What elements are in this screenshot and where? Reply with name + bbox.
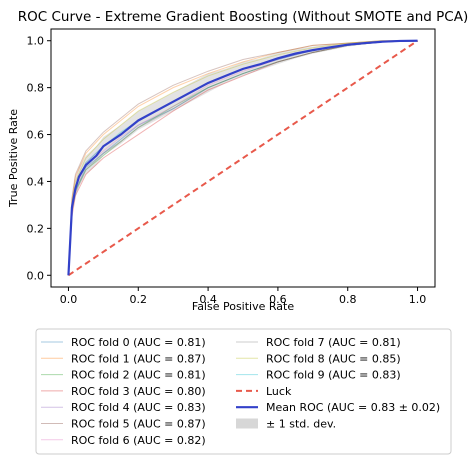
legend-label: ROC fold 8 (AUC = 0.85) (266, 352, 401, 365)
y-tick-label: 1.0 (27, 35, 45, 48)
legend-label: Luck (266, 385, 292, 398)
legend-item-roc-fold-9-auc-0-83: ROC fold 9 (AUC = 0.83) (236, 369, 401, 382)
legend-label: ROC fold 7 (AUC = 0.81) (266, 336, 401, 349)
x-tick-label: 0.2 (130, 293, 148, 306)
legend-label: ROC fold 6 (AUC = 0.82) (71, 434, 206, 447)
legend-label: ± 1 std. dev. (266, 418, 336, 431)
mean-roc-line (67, 39, 418, 276)
legend-label: ROC fold 4 (AUC = 0.83) (71, 401, 206, 414)
x-axis: 0.0 0.2 0.4 0.6 0.8 1.0 (60, 287, 427, 306)
legend-item-roc-fold-4-auc-0-83: ROC fold 4 (AUC = 0.83) (41, 401, 206, 414)
legend-item-1-std-dev: ± 1 std. dev. (236, 418, 336, 431)
legend-label: ROC fold 5 (AUC = 0.87) (71, 418, 206, 431)
legend-item-roc-fold-1-auc-0-87: ROC fold 1 (AUC = 0.87) (41, 352, 206, 365)
y-axis-label: True Positive Rate (7, 109, 20, 208)
luck-line (67, 39, 419, 277)
x-tick-label: 0.4 (199, 293, 217, 306)
y-tick-label: 0.4 (27, 175, 45, 188)
roc-fold-3-line (67, 40, 418, 276)
legend-item-roc-fold-2-auc-0-81: ROC fold 2 (AUC = 0.81) (41, 369, 206, 382)
y-tick-label: 0.6 (27, 129, 45, 142)
legend-label: ROC fold 1 (AUC = 0.87) (71, 352, 206, 365)
legend-item-roc-fold-8-auc-0-85: ROC fold 8 (AUC = 0.85) (236, 352, 401, 365)
roc-fold-2-line (67, 40, 418, 276)
legend: ROC fold 0 (AUC = 0.81) ROC fold 1 (AUC =… (41, 336, 440, 447)
plot-area (67, 39, 419, 277)
roc-fold-5-line (67, 40, 418, 276)
legend-box (35, 328, 452, 455)
roc-fold-0-line (67, 40, 418, 276)
plot-frame (50, 28, 436, 288)
legend-label: ROC fold 9 (AUC = 0.83) (266, 369, 401, 382)
y-tick-label: 0.0 (27, 269, 45, 282)
roc-fold-7-line (67, 40, 418, 276)
x-axis-label: False Positive Rate (192, 300, 294, 313)
legend-item-luck: Luck (236, 385, 292, 398)
legend-label: ROC fold 0 (AUC = 0.81) (71, 336, 206, 349)
y-tick-label: 0.8 (27, 82, 45, 95)
y-axis: 0.0 0.2 0.4 0.6 0.8 1.0 (27, 35, 51, 282)
chart-title: ROC Curve - Extreme Gradient Boosting (W… (18, 9, 468, 25)
legend-item-roc-fold-3-auc-0-80: ROC fold 3 (AUC = 0.80) (41, 385, 206, 398)
roc-fold-1-line (67, 40, 418, 276)
legend-item-roc-fold-5-auc-0-87: ROC fold 5 (AUC = 0.87) (41, 418, 206, 431)
legend-item-roc-fold-6-auc-0-82: ROC fold 6 (AUC = 0.82) (41, 434, 206, 447)
roc-fold-8-line (67, 40, 418, 276)
legend-swatch (236, 418, 258, 429)
x-tick-label: 1.0 (409, 293, 427, 306)
x-tick-label: 0.8 (339, 293, 357, 306)
x-tick-label: 0.6 (269, 293, 287, 306)
x-tick-label: 0.0 (60, 293, 78, 306)
legend-item-mean-roc-auc-0-83-0-02: Mean ROC (AUC = 0.83 ± 0.02) (236, 401, 440, 414)
y-tick-label: 0.2 (27, 222, 45, 235)
legend-label: ROC fold 2 (AUC = 0.81) (71, 369, 206, 382)
legend-label: Mean ROC (AUC = 0.83 ± 0.02) (266, 401, 440, 414)
legend-label: ROC fold 3 (AUC = 0.80) (71, 385, 206, 398)
legend-item-roc-fold-0-auc-0-81: ROC fold 0 (AUC = 0.81) (41, 336, 206, 349)
legend-item-roc-fold-7-auc-0-81: ROC fold 7 (AUC = 0.81) (236, 336, 401, 349)
